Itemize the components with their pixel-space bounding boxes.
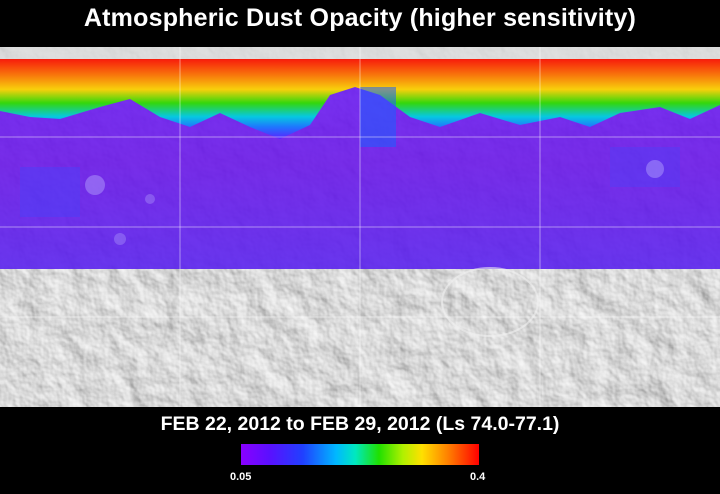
map-title: Atmospheric Dust Opacity (higher sensiti… — [83, 4, 637, 32]
terrain-feature — [441, 267, 539, 337]
colorbar-legend — [241, 444, 479, 465]
opacity-patch — [610, 147, 680, 187]
opacity-patch — [360, 87, 396, 147]
colorbar-min-label: 0.05 — [230, 471, 252, 483]
date-range-label: FEB 22, 2012 to FEB 29, 2012 (Ls 74.0-77… — [160, 413, 560, 435]
polar-cap-strip — [0, 47, 720, 59]
terrain-feature — [85, 175, 105, 195]
terrain-feature — [114, 233, 126, 245]
colorbar-max-label: 0.4 — [470, 471, 486, 483]
opacity-field-high — [0, 59, 720, 139]
terrain-feature — [145, 194, 155, 204]
opacity-patch — [20, 167, 80, 217]
dust-opacity-map — [0, 47, 720, 407]
terrain-feature — [646, 160, 664, 178]
graticule — [0, 47, 720, 407]
